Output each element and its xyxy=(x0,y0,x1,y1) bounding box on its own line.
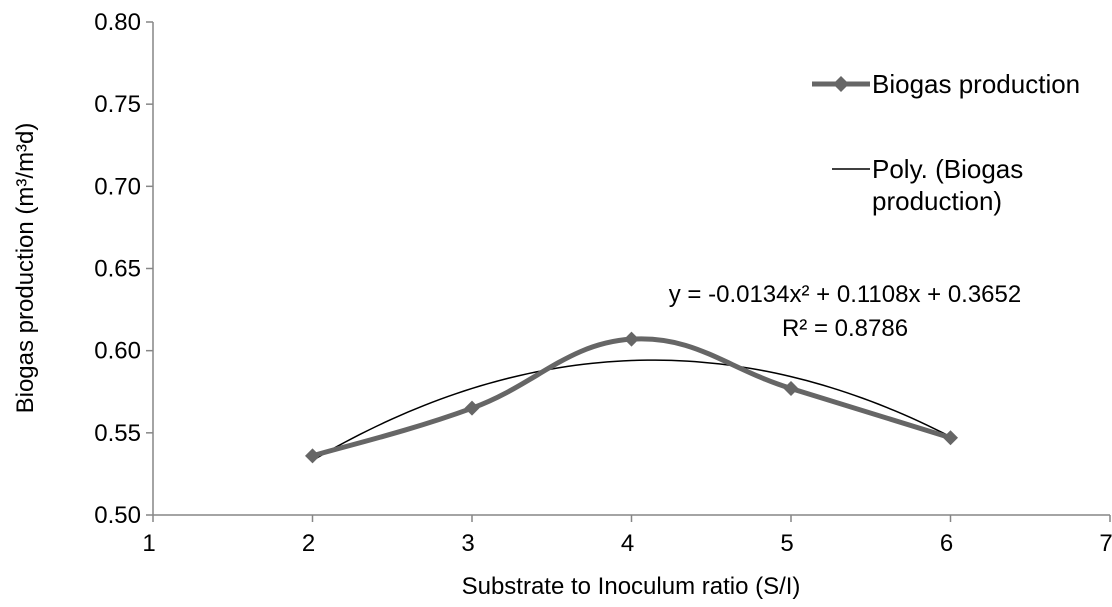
data-point-marker xyxy=(943,430,958,446)
x-tick-label: 7 xyxy=(1099,530,1112,557)
y-tick-label: 0.80 xyxy=(94,9,141,36)
legend-trend-label: Poly. (Biogas production) xyxy=(872,154,1023,216)
y-ticks: 0.50 0.55 0.60 0.65 0.70 0.75 0.80 xyxy=(94,9,153,529)
y-tick-label: 0.50 xyxy=(94,502,141,529)
y-axis-title: Biogas production (m³/m³d) xyxy=(12,123,39,414)
y-tick-label: 0.65 xyxy=(94,256,141,283)
x-tick-label: 3 xyxy=(461,530,474,557)
x-tick-label: 6 xyxy=(940,530,953,557)
x-tick-label: 4 xyxy=(621,530,634,557)
legend: Biogas production Poly. (Biogas productio… xyxy=(812,69,1080,216)
series-line-biogas-production xyxy=(311,336,952,459)
y-tick-label: 0.55 xyxy=(94,420,141,447)
series-layer xyxy=(305,331,958,464)
data-point-marker xyxy=(624,331,639,347)
trend-r-squared: R² = 0.8786 xyxy=(782,315,908,342)
x-tick-label: 1 xyxy=(142,530,155,557)
x-axis-title: Substrate to Inoculum ratio (S/I) xyxy=(462,573,801,600)
y-tick-label: 0.70 xyxy=(94,173,141,200)
trend-equation: y = -0.0134x² + 0.1108x + 0.3652 xyxy=(669,281,1021,308)
data-point-marker xyxy=(783,380,799,396)
legend-series-marker xyxy=(833,76,849,92)
legend-series-label: Biogas production xyxy=(872,69,1080,99)
x-tick-label: 2 xyxy=(302,530,315,557)
data-point-marker xyxy=(464,400,480,416)
trend-layer xyxy=(312,359,951,462)
x-ticks: 1 2 3 4 5 6 7 xyxy=(142,515,1112,557)
x-tick-label: 5 xyxy=(780,530,793,557)
y-tick-label: 0.75 xyxy=(94,91,141,118)
y-tick-label: 0.60 xyxy=(94,338,141,365)
polynomial-trendline xyxy=(312,359,951,462)
data-point-marker xyxy=(305,448,320,464)
